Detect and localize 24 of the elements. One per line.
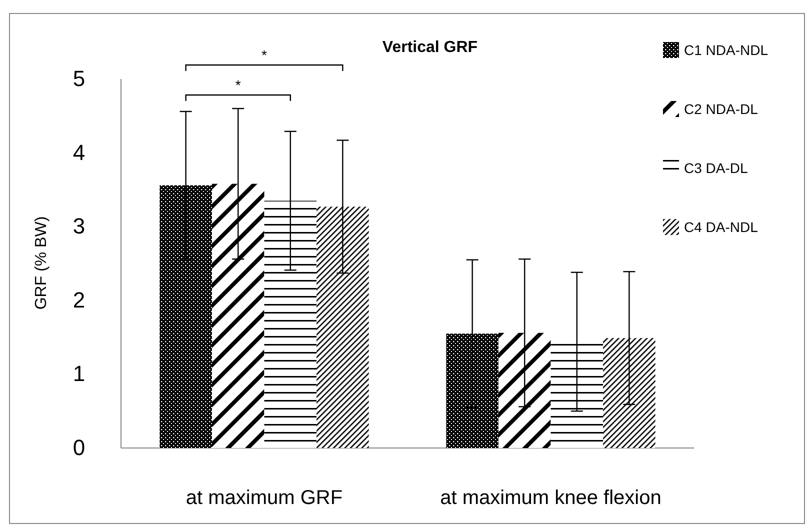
legend-label: C1 NDA-NDL bbox=[684, 42, 768, 58]
y-tick-label: 2 bbox=[72, 287, 86, 312]
bar bbox=[498, 332, 551, 448]
bar bbox=[264, 200, 317, 448]
y-tick-label: 1 bbox=[72, 361, 86, 386]
legend-label: C2 NDA-DL bbox=[684, 101, 758, 117]
y-tick-label: 0 bbox=[72, 435, 86, 460]
bar bbox=[603, 338, 656, 448]
y-tick-label: 4 bbox=[72, 140, 86, 165]
y-tick-label: 5 bbox=[72, 66, 86, 92]
y-tick-label: 3 bbox=[72, 214, 86, 239]
legend-label: C3 DA-DL bbox=[684, 160, 748, 176]
bar bbox=[550, 342, 604, 448]
legend-label: C4 DA-NDL bbox=[684, 219, 758, 235]
bar bbox=[316, 206, 369, 448]
bar bbox=[212, 184, 264, 448]
annotation: * bbox=[235, 77, 242, 93]
x-tick-label: at maximum GRF bbox=[186, 487, 343, 510]
y-axis-title: GRF (% BW) bbox=[33, 216, 50, 310]
bar bbox=[446, 334, 498, 448]
bar bbox=[160, 185, 212, 448]
x-tick-label: at maximum knee flexion bbox=[440, 487, 662, 510]
text: * bbox=[262, 47, 268, 63]
chart-title: Vertical GRF bbox=[382, 39, 478, 56]
